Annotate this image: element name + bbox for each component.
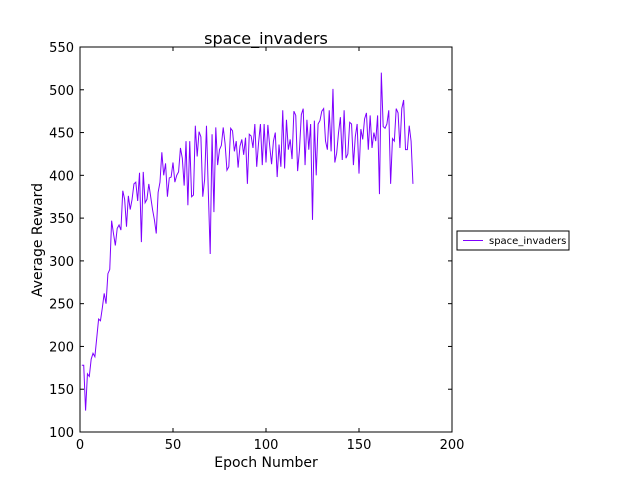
y-tick-label: 450 <box>49 127 74 142</box>
y-tick-label: 250 <box>49 298 74 313</box>
legend: space_invaders <box>457 231 569 250</box>
x-axis-label: Epoch Number <box>214 455 318 471</box>
y-tick-label: 400 <box>49 169 74 184</box>
y-axis-label: Average Reward <box>30 183 46 297</box>
x-tick-label: 0 <box>76 438 84 453</box>
x-tick-label: 100 <box>254 438 279 453</box>
y-tick-label: 150 <box>49 383 74 398</box>
y-tick-label: 550 <box>49 41 74 56</box>
legend-label: space_invaders <box>489 236 566 247</box>
y-tick-label: 350 <box>49 212 74 227</box>
y-tick-label: 100 <box>49 426 74 441</box>
y-tick-label: 200 <box>49 340 74 355</box>
chart-title: space_invaders <box>204 29 328 49</box>
x-tick-label: 150 <box>347 438 372 453</box>
y-tick-label: 500 <box>49 84 74 99</box>
x-tick-label: 200 <box>440 438 465 453</box>
y-tick-label: 300 <box>49 255 74 270</box>
x-tick-label: 50 <box>165 438 182 453</box>
